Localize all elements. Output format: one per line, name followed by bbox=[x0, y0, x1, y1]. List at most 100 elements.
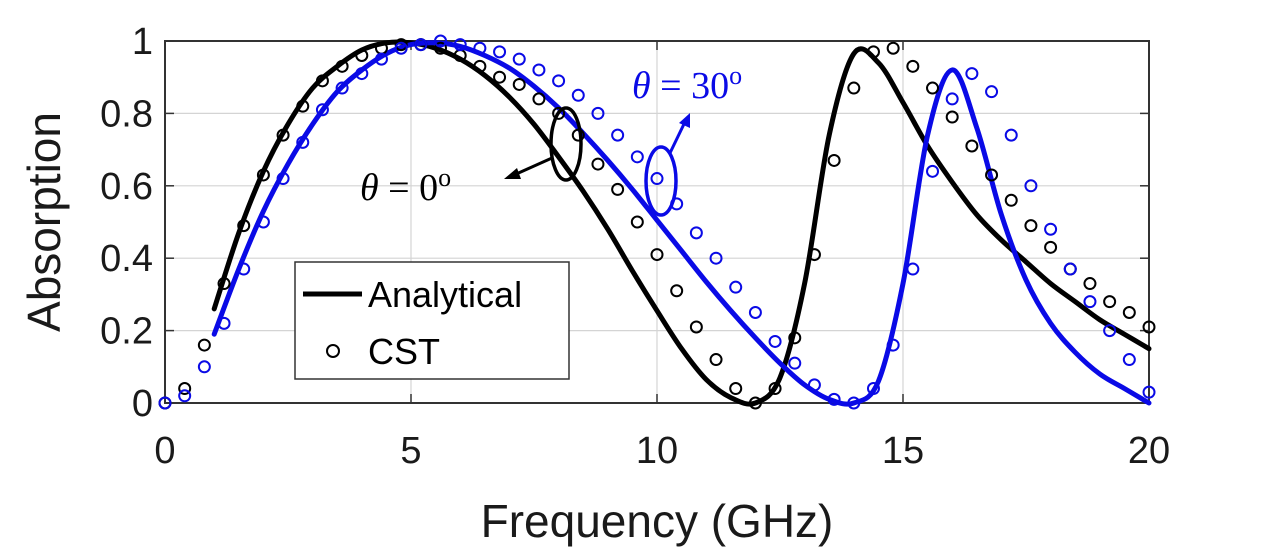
x-tick-label: 15 bbox=[882, 430, 924, 472]
cst-point-theta30 bbox=[1142, 385, 1156, 399]
cst-point-theta30 bbox=[276, 172, 290, 186]
y-tick-label: 0 bbox=[132, 383, 153, 425]
cst-point-theta30 bbox=[237, 262, 251, 276]
cst-point-theta0 bbox=[256, 168, 270, 182]
cst-point-theta30 bbox=[1063, 262, 1077, 276]
cst-point-theta0 bbox=[197, 338, 211, 352]
y-tick-label: 0.8 bbox=[100, 93, 153, 135]
cst-point-theta0 bbox=[847, 81, 861, 95]
series bbox=[158, 34, 1156, 410]
cst-point-theta30 bbox=[768, 334, 782, 348]
y-tick-label: 0.4 bbox=[100, 238, 153, 280]
cst-point-theta30 bbox=[414, 38, 428, 52]
cst-point-theta0 bbox=[217, 277, 231, 291]
cst-point-theta0 bbox=[1122, 306, 1136, 319]
cst-point-theta30 bbox=[532, 63, 546, 77]
cst-point-theta30 bbox=[945, 92, 959, 106]
cst-point-theta30 bbox=[1083, 295, 1097, 309]
cst-point-theta0 bbox=[394, 38, 408, 52]
cst-point-theta0 bbox=[788, 331, 802, 345]
cst-point-theta30 bbox=[473, 41, 487, 55]
cst-point-theta30 bbox=[374, 52, 388, 66]
cst-point-theta30 bbox=[611, 128, 625, 142]
cst-point-theta30 bbox=[689, 226, 703, 240]
cst-point-theta0 bbox=[296, 99, 310, 113]
cst-point-theta30 bbox=[926, 164, 940, 178]
cst-point-theta0 bbox=[1044, 240, 1058, 254]
cst-point-theta0 bbox=[985, 168, 999, 182]
cst-point-theta30 bbox=[650, 172, 664, 186]
cst-point-theta0 bbox=[689, 320, 703, 334]
cst-point-theta30 bbox=[709, 251, 723, 265]
cst-point-theta30 bbox=[1024, 179, 1038, 193]
cst-point-theta0 bbox=[276, 128, 290, 142]
cst-point-theta30 bbox=[512, 52, 526, 66]
analytical-line-theta30 bbox=[211, 40, 1152, 407]
cst-point-theta30 bbox=[296, 135, 310, 149]
cst-point-theta0 bbox=[709, 353, 723, 367]
cst-point-theta30 bbox=[1122, 353, 1136, 367]
cst-point-theta0 bbox=[237, 219, 251, 233]
cst-point-theta0 bbox=[1083, 277, 1097, 291]
cst-point-theta0 bbox=[1004, 193, 1018, 207]
cst-point-theta0 bbox=[768, 382, 782, 396]
cst-point-theta30 bbox=[1004, 128, 1018, 142]
cst-point-theta30 bbox=[630, 150, 644, 164]
cst-point-theta0 bbox=[926, 81, 940, 95]
x-tick-label: 20 bbox=[1128, 430, 1170, 472]
cst-point-theta30 bbox=[217, 316, 231, 330]
cst-point-theta0 bbox=[1142, 320, 1156, 334]
cst-point-theta30 bbox=[1044, 222, 1058, 236]
cst-point-theta30 bbox=[866, 382, 880, 396]
cst-point-theta30 bbox=[178, 389, 192, 403]
legend-box bbox=[294, 261, 570, 380]
cst-point-theta30 bbox=[493, 45, 507, 59]
cst-point-theta0 bbox=[434, 41, 448, 55]
annotation-theta-0-text: θ = 0o bbox=[360, 163, 451, 209]
cst-point-theta0 bbox=[866, 45, 880, 59]
cst-point-theta30 bbox=[807, 378, 821, 392]
cst-point-theta0 bbox=[532, 92, 546, 106]
cst-point-theta0 bbox=[729, 382, 743, 396]
cst-point-theta0 bbox=[473, 59, 487, 73]
cst-point-theta30 bbox=[827, 392, 841, 406]
cst-point-theta30 bbox=[394, 41, 408, 55]
cst-point-theta0 bbox=[945, 110, 959, 124]
cst-point-theta30 bbox=[788, 356, 802, 370]
cst-point-theta30 bbox=[355, 67, 369, 81]
x-tick-label: 0 bbox=[154, 430, 175, 472]
axis-ticks: 0 5 10 15 20 0 0.2 0.4 0.6 0.8 1 bbox=[100, 21, 1170, 472]
cst-point-theta30 bbox=[729, 280, 743, 294]
cst-point-theta0 bbox=[906, 59, 920, 73]
cst-point-theta0 bbox=[807, 248, 821, 262]
cst-point-theta0 bbox=[670, 284, 684, 298]
cst-point-theta0 bbox=[630, 215, 644, 229]
cst-point-theta30 bbox=[847, 396, 861, 410]
y-tick-label: 0.6 bbox=[100, 166, 153, 208]
x-tick-label: 10 bbox=[636, 430, 678, 472]
cst-point-theta0 bbox=[1103, 295, 1117, 309]
cst-point-theta0 bbox=[493, 70, 507, 84]
cst-point-theta30 bbox=[256, 215, 270, 229]
cst-point-theta30 bbox=[335, 81, 349, 95]
cst-point-theta0 bbox=[1024, 219, 1038, 233]
cst-point-theta0 bbox=[650, 248, 664, 262]
cst-point-theta0 bbox=[552, 106, 566, 120]
annotation-theta-30-arrow bbox=[668, 123, 686, 154]
cst-point-theta30 bbox=[571, 88, 585, 102]
cst-point-theta0 bbox=[748, 396, 762, 410]
cst-point-theta0 bbox=[355, 48, 369, 62]
annotation-theta-30-arrowhead bbox=[679, 113, 690, 128]
cst-point-theta30 bbox=[197, 360, 211, 374]
annotation-theta-30-text: θ = 30o bbox=[632, 61, 742, 107]
cst-point-theta30 bbox=[906, 262, 920, 276]
annotation-theta-30-ellipse bbox=[644, 145, 678, 217]
cst-point-theta0 bbox=[827, 153, 841, 167]
annotation-theta-30: θ = 30o bbox=[632, 61, 742, 217]
legend: Analytical CST bbox=[294, 261, 570, 380]
cst-point-theta30 bbox=[315, 103, 329, 117]
cst-point-theta0 bbox=[965, 139, 979, 153]
cst-point-theta30 bbox=[886, 338, 900, 352]
y-axis-label: Absorption bbox=[18, 112, 70, 332]
